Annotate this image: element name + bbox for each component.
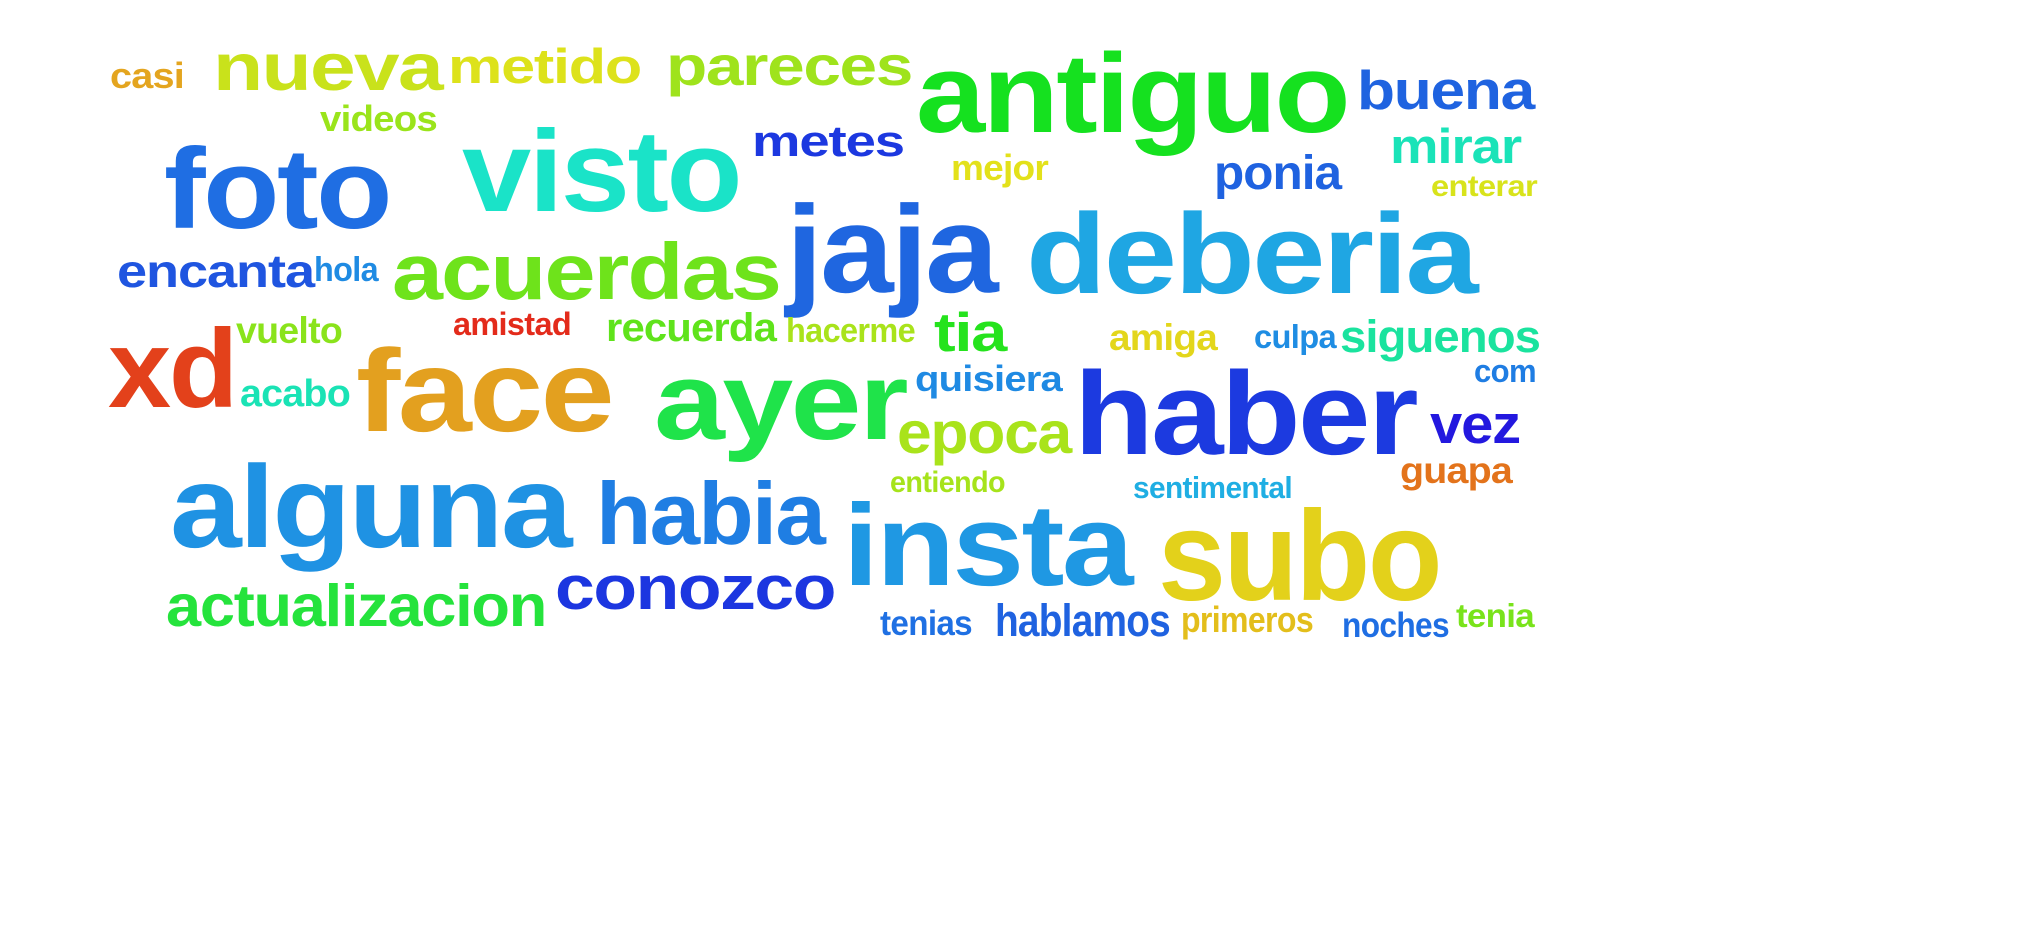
- word-ayer: ayer: [654, 340, 909, 463]
- word-nueva: nueva: [213, 30, 444, 105]
- word-buena: buena: [1357, 59, 1535, 121]
- word-videos: videos: [320, 98, 438, 139]
- word-guapa: guapa: [1400, 450, 1513, 491]
- word-epoca: epoca: [897, 400, 1072, 466]
- word-actualizacion: actualizacion: [166, 573, 547, 639]
- word-acuerdas: acuerdas: [392, 227, 782, 316]
- word-metido: metido: [448, 40, 642, 94]
- word-com: com: [1474, 353, 1537, 389]
- word-ponia: ponia: [1214, 147, 1342, 200]
- word-pareces: pareces: [666, 34, 913, 97]
- word-entiendo: entiendo: [890, 466, 1006, 499]
- word-metes: metes: [752, 117, 905, 166]
- word-tenias: tenias: [880, 604, 973, 643]
- word-subo: subo: [1158, 485, 1442, 628]
- word-vuelto: vuelto: [236, 310, 343, 351]
- word-deberia: deberia: [1026, 191, 1479, 318]
- word-vez: vez: [1430, 393, 1521, 455]
- word-culpa: culpa: [1254, 318, 1337, 355]
- word-face: face: [356, 325, 615, 456]
- word-siguenos: siguenos: [1340, 311, 1541, 362]
- word-antiguo: antiguo: [916, 31, 1350, 156]
- word-hacerme: hacerme: [786, 312, 916, 350]
- word-jaja: jaja: [786, 181, 999, 319]
- word-alguna: alguna: [170, 441, 573, 572]
- word-primeros: primeros: [1181, 599, 1314, 640]
- word-tia: tia: [934, 301, 1007, 363]
- word-conozco: conozco: [555, 554, 836, 623]
- word-tenia: tenia: [1456, 597, 1535, 634]
- word-hola: hola: [314, 251, 379, 289]
- word-insta: insta: [843, 480, 1134, 610]
- word-habia: habia: [596, 464, 826, 563]
- word-hablamos: hablamos: [995, 595, 1171, 646]
- word-sentimental: sentimental: [1133, 470, 1293, 505]
- word-quisiera: quisiera: [915, 358, 1063, 399]
- word-encanta: encanta: [117, 245, 315, 297]
- word-mejor: mejor: [951, 147, 1049, 188]
- word-amiga: amiga: [1109, 317, 1218, 358]
- word-noches: noches: [1342, 606, 1450, 645]
- word-foto: foto: [164, 126, 393, 253]
- word-acabo: acabo: [240, 373, 351, 415]
- word-amistad: amistad: [453, 306, 572, 342]
- word-recuerda: recuerda: [606, 306, 777, 350]
- word-visto: visto: [462, 106, 742, 236]
- word-haber: haber: [1074, 348, 1419, 480]
- word-casi: casi: [110, 55, 185, 96]
- word-xd: xd: [108, 307, 238, 431]
- word-enterar: enterar: [1431, 170, 1538, 203]
- word-mirar: mirar: [1390, 120, 1522, 174]
